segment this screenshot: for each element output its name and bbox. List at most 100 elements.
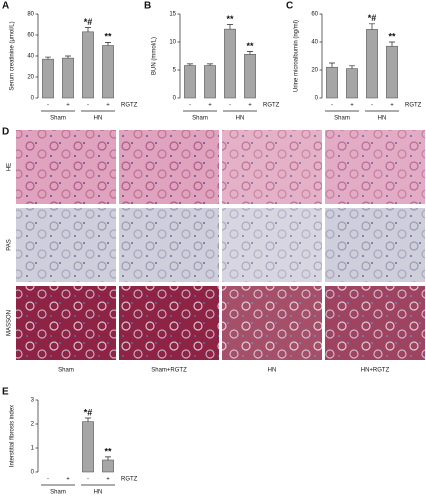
x-tick-label: - <box>47 103 49 109</box>
error-bar <box>85 27 91 32</box>
bar <box>346 68 358 99</box>
significance-mark: ** <box>104 446 112 456</box>
y-tick-label: 0 <box>31 96 35 102</box>
x-tick-label: + <box>390 103 394 109</box>
treatment-label: RGTZ <box>263 103 280 109</box>
y-tick-label: 60 <box>27 33 34 39</box>
error-bar <box>349 65 355 69</box>
error-bar <box>85 417 91 422</box>
bar <box>102 45 114 99</box>
y-tick-label: 0 <box>31 470 35 476</box>
error-bar <box>207 63 213 66</box>
group-label: HN <box>94 490 103 496</box>
y-tick-label: 3 <box>31 398 35 404</box>
group-label: Sham <box>50 116 66 122</box>
significance-mark: *# <box>84 407 93 417</box>
error-bar <box>65 55 71 59</box>
bar <box>82 31 94 99</box>
treatment-label: RGTZ <box>121 477 138 483</box>
bar <box>224 28 236 99</box>
image <box>222 286 322 360</box>
treatment-label: RGTZ <box>405 103 422 109</box>
group-label: HN <box>94 116 103 122</box>
error-bar <box>227 24 233 30</box>
group-label: HN <box>378 116 387 122</box>
error-bar <box>329 62 335 68</box>
group-label: Sham <box>192 116 208 122</box>
bar <box>102 459 114 473</box>
group-label: Sham <box>334 116 350 122</box>
group-label: Sham <box>50 490 66 496</box>
image <box>325 208 425 282</box>
bar <box>366 29 378 99</box>
y-tick-label: 10 <box>169 40 176 46</box>
image <box>16 208 116 282</box>
significance-mark: ** <box>388 31 396 41</box>
x-tick-label: - <box>331 103 333 109</box>
significance-mark: *# <box>84 17 93 27</box>
panel-letter: D <box>2 127 9 138</box>
error-bar <box>187 63 193 66</box>
y-axis-title: BUN (mmol/L) <box>152 37 158 75</box>
row-label: HE <box>7 163 13 171</box>
x-tick-label: - <box>87 103 89 109</box>
x-tick-label: + <box>350 103 354 109</box>
bar <box>184 65 196 99</box>
image <box>222 130 322 204</box>
image <box>119 130 219 204</box>
bar <box>82 421 94 473</box>
x-tick-label: - <box>87 477 89 483</box>
y-tick-label: 80 <box>27 12 34 18</box>
histology-panel: D HE PAS MASSON Sham Sham+RGTZ HN HN+RGT… <box>2 127 425 374</box>
x-tick-label: - <box>47 477 49 483</box>
significance-mark: *# <box>368 13 377 23</box>
x-tick-label: - <box>371 103 373 109</box>
y-axis-title: Urine microalbumin (ng/ml) <box>294 20 300 92</box>
error-bar <box>369 23 375 30</box>
panel-letter: C <box>286 1 293 12</box>
panel-letter: E <box>2 387 9 398</box>
panel-letter: A <box>2 1 9 12</box>
y-tick-label: 0 <box>173 96 177 102</box>
error-bar <box>247 51 253 55</box>
y-tick-label: 5 <box>173 68 177 74</box>
significance-mark: ** <box>226 14 234 24</box>
bar <box>326 66 338 99</box>
error-bar <box>389 41 395 47</box>
image <box>222 208 322 282</box>
y-tick-label: 60 <box>311 12 318 18</box>
image <box>16 130 116 204</box>
bar <box>62 57 74 99</box>
group-label: HN <box>236 116 245 122</box>
bar <box>204 65 216 99</box>
image <box>325 130 425 204</box>
y-tick-label: 0 <box>315 96 319 102</box>
x-tick-label: + <box>106 477 110 483</box>
bar <box>244 54 256 99</box>
image <box>325 286 425 360</box>
x-tick-label: + <box>248 103 252 109</box>
error-bar <box>45 56 51 60</box>
significance-mark: ** <box>104 32 112 42</box>
y-tick-label: 15 <box>169 12 176 18</box>
panel-letter: B <box>144 1 151 12</box>
y-axis-title: Serum creatinine (μmol/L) <box>10 21 16 90</box>
image <box>119 286 219 360</box>
y-tick-label: 20 <box>311 68 318 74</box>
x-tick-label: + <box>106 103 110 109</box>
x-tick-label: + <box>66 103 70 109</box>
row-label: PAS <box>7 239 13 251</box>
error-bar <box>105 42 111 46</box>
column-label: Sham+RGTZ <box>151 368 187 374</box>
y-axis-title: Interstitial fibrosis index <box>10 405 16 467</box>
y-tick-label: 20 <box>27 75 34 81</box>
row-label: MASSON <box>7 310 13 336</box>
column-label: Sham <box>58 368 74 374</box>
treatment-label: RGTZ <box>121 103 138 109</box>
column-label: HN+RGTZ <box>361 368 390 374</box>
x-tick-label: + <box>66 477 70 483</box>
error-bar <box>105 456 111 460</box>
bar <box>386 45 398 99</box>
column-label: HN <box>268 368 277 374</box>
y-tick-label: 40 <box>27 54 34 60</box>
